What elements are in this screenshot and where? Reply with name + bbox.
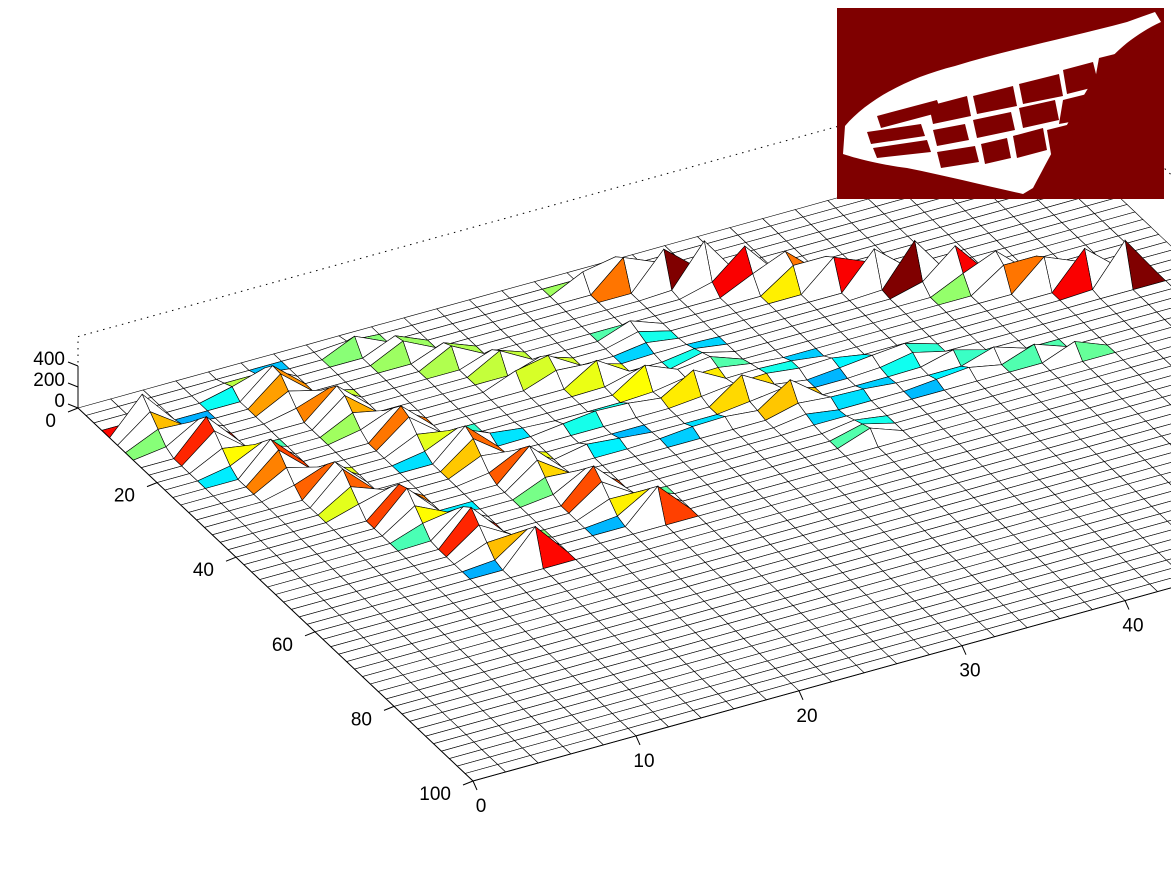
inset-map-blocks <box>867 32 1155 168</box>
surface-mesh <box>77 137 1171 782</box>
x-tick-label: 60 <box>272 635 293 656</box>
x-tick-label: 20 <box>114 486 135 507</box>
inset-map <box>837 8 1164 199</box>
y-tick-label: 0 <box>476 796 487 817</box>
y-tick-label: 30 <box>959 661 980 682</box>
y-tick-label: 40 <box>1122 616 1143 637</box>
x-tick-label: 40 <box>193 560 214 581</box>
x-tick-label: 100 <box>419 784 451 805</box>
z-tick-label: 400 <box>33 349 65 370</box>
axis-lines <box>67 361 1171 791</box>
z-tick-label: 0 <box>54 391 65 412</box>
y-tick-label: 10 <box>633 751 654 772</box>
x-tick-label: 0 <box>45 411 56 432</box>
x-tick-label: 80 <box>351 709 372 730</box>
tick-labels: 02040608010001020304050600200400 <box>33 349 1143 817</box>
z-tick-label: 200 <box>33 370 65 391</box>
y-tick-label: 20 <box>796 706 817 727</box>
